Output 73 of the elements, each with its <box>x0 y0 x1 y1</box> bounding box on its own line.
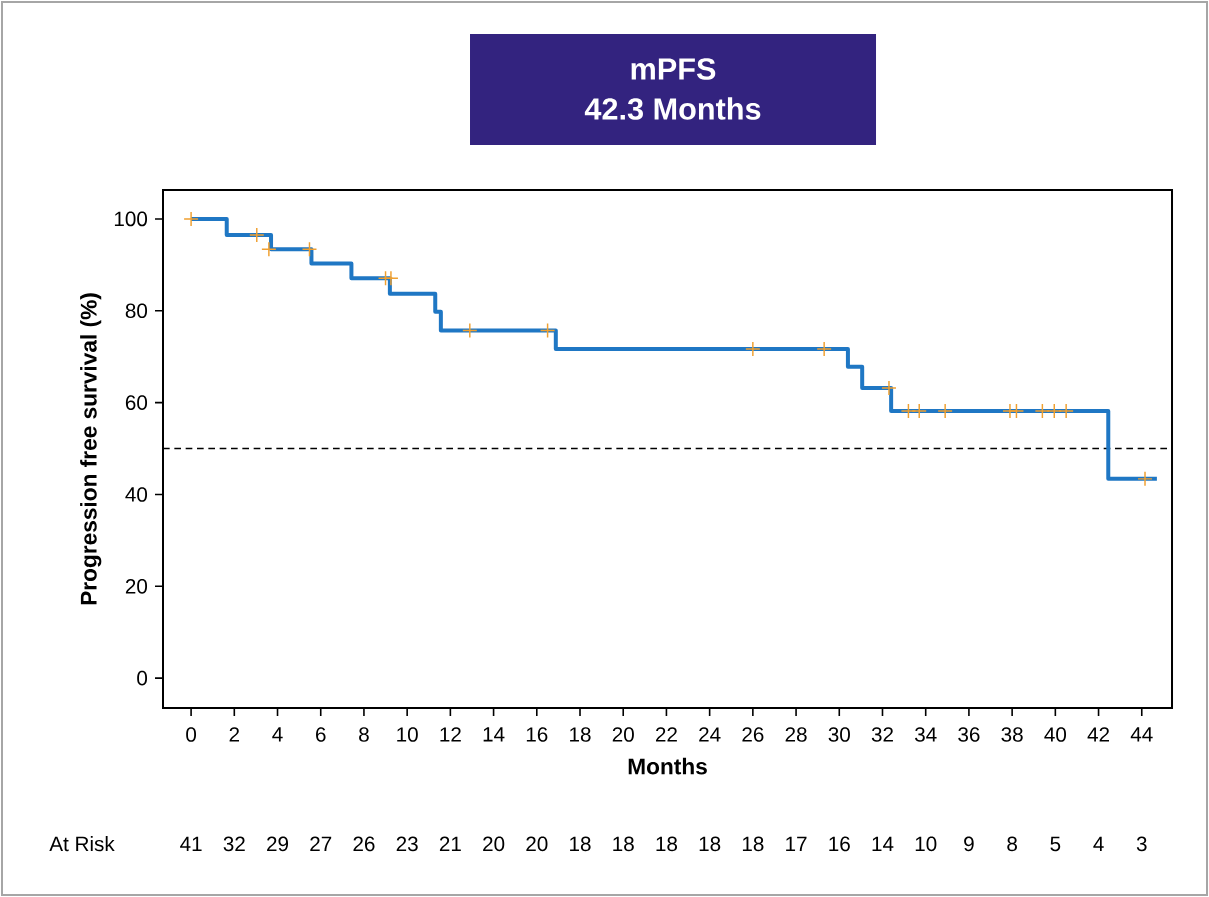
x-tick-label: 4 <box>272 727 283 742</box>
x-tick-label: 30 <box>828 727 850 742</box>
point <box>745 341 761 357</box>
y-tick-label: 80 <box>125 303 148 319</box>
x-tick-label: 10 <box>397 727 418 742</box>
point <box>383 270 399 286</box>
text: 27 <box>310 836 332 852</box>
text: 21 <box>439 836 461 852</box>
chart-subtitle: 42.3 Months <box>584 97 761 120</box>
point <box>539 322 556 339</box>
text: 3 <box>1136 836 1147 852</box>
x-tick-label: 32 <box>871 727 893 742</box>
point <box>462 322 478 339</box>
point <box>183 211 199 227</box>
point <box>881 380 897 396</box>
x-tick-label: 36 <box>958 727 980 742</box>
x-tick-label: 26 <box>742 727 764 742</box>
point <box>937 403 953 419</box>
x-tick-label: 20 <box>612 727 634 742</box>
x-tick-label: 34 <box>915 727 937 742</box>
text: 9 <box>964 836 974 852</box>
text: 18 <box>742 836 764 852</box>
y-tick-label: 0 <box>137 670 148 686</box>
text: 20 <box>483 836 505 852</box>
x-tick-label: 14 <box>483 727 505 742</box>
y-tick-label: 100 <box>114 211 148 227</box>
x-tick-label: 40 <box>1044 727 1067 742</box>
text: 4 <box>1093 836 1104 852</box>
point <box>1046 403 1062 419</box>
point <box>1137 471 1153 487</box>
point <box>261 241 277 257</box>
x-tick-label: 18 <box>570 727 591 742</box>
x-tick-label: 8 <box>359 727 369 742</box>
y-tick-label: 40 <box>125 487 148 502</box>
x-tick-label: 44 <box>1130 727 1153 742</box>
y-axis-title: Progression free survival (%) <box>80 293 102 605</box>
text: 8 <box>1007 836 1017 852</box>
x-tick-label: 6 <box>316 727 326 742</box>
y-tick-label: 20 <box>125 579 148 594</box>
text: 20 <box>526 836 548 852</box>
x-tick-label: 24 <box>699 727 721 742</box>
x-tick-label: 28 <box>785 727 807 742</box>
text: 18 <box>656 836 678 852</box>
text: 16 <box>829 836 850 852</box>
text: 18 <box>613 836 634 852</box>
x-tick-label: 12 <box>440 727 461 742</box>
x-tick-label: 16 <box>526 727 548 742</box>
point <box>1058 403 1074 419</box>
point <box>301 241 318 257</box>
x-tick-label: 22 <box>655 727 677 742</box>
chart-title: mPFS <box>631 58 716 80</box>
x-axis-title: Months <box>628 757 707 775</box>
y-tick-label: 60 <box>125 395 148 410</box>
text: At Risk <box>49 836 115 852</box>
point <box>1008 403 1025 419</box>
point <box>816 341 832 357</box>
point <box>911 403 927 419</box>
x-tick-label: 38 <box>1001 727 1023 742</box>
text: 23 <box>396 836 418 852</box>
text: 10 <box>915 836 937 852</box>
text: 17 <box>786 836 807 852</box>
text: 18 <box>699 836 721 852</box>
text: 26 <box>353 836 375 852</box>
text: 18 <box>570 836 591 852</box>
x-tick-label: 2 <box>229 727 240 742</box>
text: 14 <box>872 836 894 852</box>
x-tick-label: 42 <box>1087 727 1110 742</box>
point <box>249 227 265 243</box>
text: 29 <box>267 836 289 852</box>
text: 5 <box>1050 836 1061 852</box>
text: 32 <box>223 836 245 852</box>
text: 41 <box>180 836 202 852</box>
x-tick-label: 0 <box>186 727 197 742</box>
